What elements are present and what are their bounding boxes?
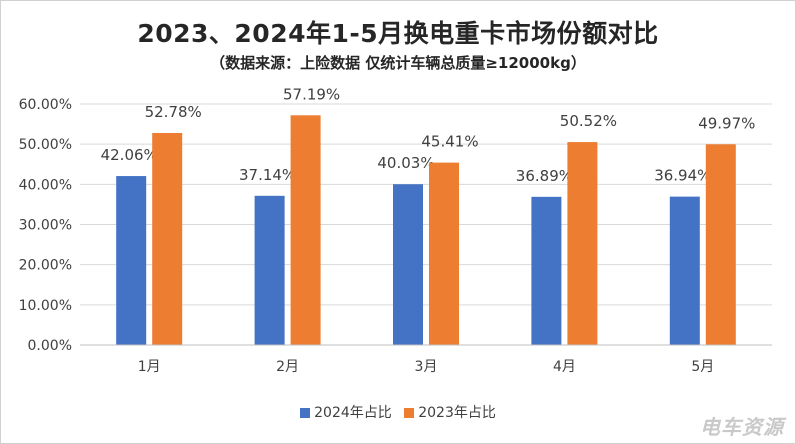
watermark-logo: 电车资源 [700, 415, 784, 439]
legend-item-2024: 2024年占比 [300, 402, 392, 422]
data-label: 45.41% [421, 133, 478, 151]
legend-swatch-2024 [300, 408, 311, 418]
data-label: 50.52% [560, 112, 617, 130]
chart-subtitle: （数据来源：上险数据 仅统计车辆总质量≥12000kg） [210, 54, 586, 72]
x-tick-label: 2月 [276, 359, 299, 375]
legend-label-2024: 2024年占比 [314, 405, 392, 421]
legend-label-2023: 2023年占比 [418, 405, 496, 421]
y-tick-label: 10.00% [19, 298, 72, 314]
legend-swatch-2023 [404, 408, 415, 418]
y-tick-label: 0.00% [28, 338, 72, 354]
x-tick-label: 1月 [138, 359, 161, 375]
bar-2023 [429, 162, 459, 345]
legend: 2024年占比 2023年占比 [0, 402, 796, 422]
bar-2023 [290, 115, 321, 345]
data-label: 42.06% [101, 146, 158, 164]
bar-2024 [393, 184, 423, 345]
x-tick-label: 3月 [415, 359, 438, 375]
data-label: 52.78% [145, 103, 202, 121]
bar-2024 [116, 176, 147, 345]
y-tick-label: 50.00% [19, 137, 72, 153]
bar-2024 [669, 196, 700, 345]
legend-item-2023: 2023年占比 [404, 402, 496, 422]
bar-2023 [152, 133, 183, 345]
data-label: 49.97% [698, 114, 755, 132]
data-label: 57.19% [283, 85, 340, 103]
y-tick-label: 60.00% [19, 97, 72, 113]
bar-2024 [531, 196, 562, 345]
data-label: 37.14% [239, 166, 296, 184]
bar-2023 [705, 144, 736, 345]
y-tick-label: 20.00% [19, 258, 72, 274]
x-tick-label: 4月 [553, 359, 576, 375]
chart-title: 2023、2024年1-5月换电重卡市场份额对比 [137, 19, 659, 48]
data-label: 40.03% [377, 154, 434, 172]
data-label: 36.94% [654, 167, 711, 185]
y-tick-label: 40.00% [19, 177, 72, 193]
bar-2024 [254, 195, 285, 345]
y-tick-label: 30.00% [19, 218, 72, 234]
x-tick-label: 5月 [691, 359, 714, 375]
bar-2023 [567, 142, 598, 345]
data-label: 36.89% [516, 167, 573, 185]
